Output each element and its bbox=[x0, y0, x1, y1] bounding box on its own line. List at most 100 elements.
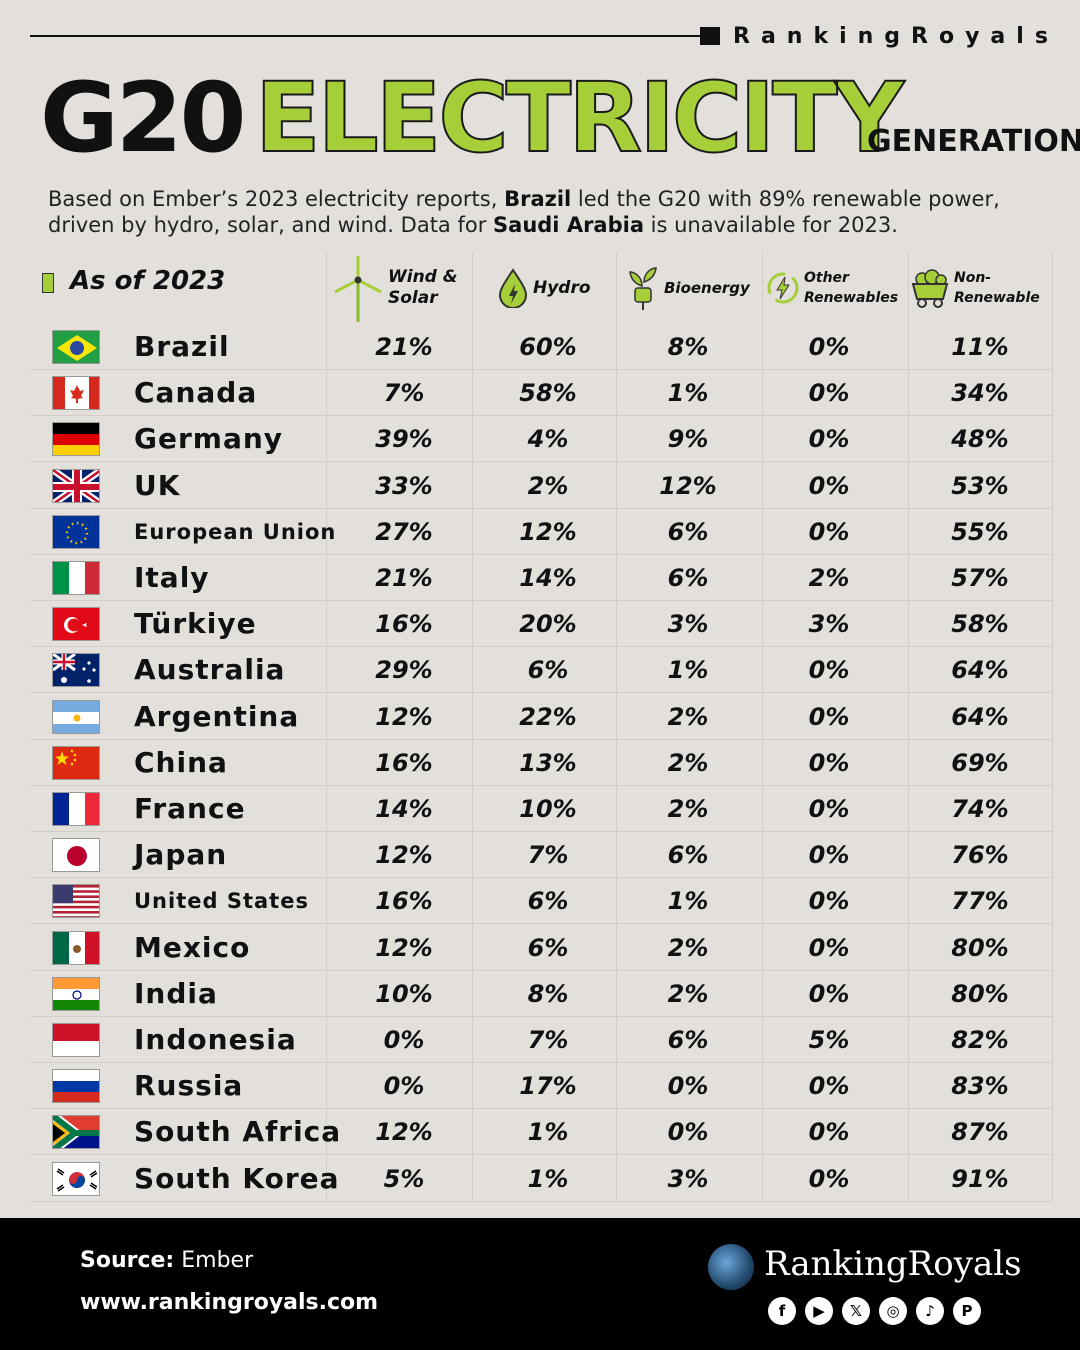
value-cell: 6% bbox=[667, 1026, 709, 1054]
flag-india-icon bbox=[52, 976, 100, 1011]
table-row bbox=[30, 555, 1052, 601]
flag-uk-icon bbox=[52, 468, 100, 503]
value-cell: 2% bbox=[527, 471, 569, 500]
value-cell: 29% bbox=[375, 656, 433, 685]
value-cell: 10% bbox=[519, 795, 577, 823]
value-cell: 1% bbox=[667, 379, 709, 408]
value-cell: 0% bbox=[808, 425, 850, 454]
value-cell: 16% bbox=[375, 610, 433, 639]
table-row bbox=[30, 416, 1052, 463]
column-divider bbox=[762, 252, 763, 1200]
country-name: South Korea bbox=[134, 1161, 340, 1195]
value-cell: 6% bbox=[667, 841, 709, 870]
title-generation: GENERATION bbox=[867, 124, 1080, 159]
value-cell: 7% bbox=[527, 1026, 569, 1054]
value-cell: 12% bbox=[375, 933, 433, 962]
value-cell: 6% bbox=[527, 887, 569, 916]
value-cell: 91% bbox=[951, 1164, 1009, 1193]
col-other-label-1: Other bbox=[804, 270, 849, 286]
value-cell: 3% bbox=[808, 610, 850, 639]
as-of-label: As of 2023 bbox=[70, 266, 226, 296]
value-cell: 60% bbox=[519, 333, 577, 361]
x-icon[interactable]: 𝕏 bbox=[842, 1297, 870, 1325]
country-name: South Africa bbox=[134, 1115, 342, 1149]
value-cell: 2% bbox=[667, 748, 709, 777]
value-cell: 1% bbox=[527, 1164, 569, 1193]
table-row bbox=[30, 1063, 1052, 1110]
col-wind-solar: Wind & Solar bbox=[332, 252, 472, 324]
as-of-marker bbox=[42, 273, 54, 293]
country-name: Australia bbox=[134, 653, 286, 687]
value-cell: 0% bbox=[808, 795, 850, 823]
table-row bbox=[30, 1017, 1052, 1063]
flag-argentina-icon bbox=[52, 699, 100, 734]
value-cell: 0% bbox=[808, 887, 850, 916]
country-name: France bbox=[134, 792, 246, 825]
value-cell: 58% bbox=[951, 610, 1009, 639]
value-cell: 0% bbox=[808, 933, 850, 962]
value-cell: 2% bbox=[667, 795, 709, 823]
value-cell: 0% bbox=[808, 333, 850, 361]
value-cell: 13% bbox=[519, 748, 577, 777]
table-row bbox=[30, 324, 1052, 370]
value-cell: 8% bbox=[667, 333, 709, 361]
value-cell: 83% bbox=[951, 1072, 1009, 1101]
flag-mexico-icon bbox=[52, 930, 100, 965]
value-cell: 57% bbox=[951, 564, 1009, 592]
pinterest-icon[interactable]: P bbox=[953, 1297, 981, 1325]
value-cell: 0% bbox=[808, 841, 850, 870]
value-cell: 5% bbox=[383, 1164, 425, 1193]
column-divider bbox=[472, 252, 473, 1200]
flag-italy-icon bbox=[52, 561, 100, 595]
facebook-icon[interactable]: f bbox=[768, 1297, 796, 1325]
title-electricity: ELECTRICITY bbox=[254, 61, 905, 175]
youtube-icon[interactable]: ▶ bbox=[805, 1297, 833, 1325]
value-cell: 9% bbox=[667, 425, 709, 454]
flag-france-icon bbox=[52, 792, 100, 826]
table-row bbox=[30, 786, 1052, 832]
value-cell: 34% bbox=[951, 379, 1009, 408]
website-url[interactable]: www.rankingroyals.com bbox=[80, 1290, 379, 1315]
value-cell: 6% bbox=[527, 656, 569, 685]
table-row bbox=[30, 878, 1052, 925]
country-name: Brazil bbox=[134, 330, 230, 363]
column-divider bbox=[908, 252, 909, 1200]
table-row bbox=[30, 647, 1052, 694]
column-divider bbox=[1052, 252, 1053, 1200]
value-cell: 80% bbox=[951, 933, 1009, 962]
coal-cart-icon bbox=[911, 269, 949, 308]
country-name: Argentina bbox=[134, 699, 300, 733]
value-cell: 39% bbox=[375, 425, 433, 454]
value-cell: 12% bbox=[659, 471, 717, 500]
value-cell: 20% bbox=[519, 610, 577, 639]
instagram-icon[interactable]: ◎ bbox=[879, 1297, 907, 1325]
value-cell: 6% bbox=[667, 564, 709, 592]
table-row bbox=[30, 463, 1052, 509]
col-bioenergy-label: Bioenergy bbox=[664, 278, 750, 297]
table-row bbox=[30, 694, 1052, 740]
value-cell: 58% bbox=[519, 379, 577, 408]
country-name: Mexico bbox=[134, 930, 251, 964]
value-cell: 16% bbox=[375, 748, 433, 777]
country-name: India bbox=[134, 976, 218, 1010]
value-cell: 6% bbox=[527, 933, 569, 962]
value-cell: 2% bbox=[667, 979, 709, 1008]
country-name: Indonesia bbox=[134, 1023, 297, 1056]
value-cell: 4% bbox=[527, 425, 569, 454]
tiktok-icon[interactable]: ♪ bbox=[916, 1297, 944, 1325]
country-name: Russia bbox=[134, 1069, 244, 1103]
column-divider bbox=[616, 252, 617, 1200]
country-name: Japan bbox=[134, 838, 228, 872]
value-cell: 0% bbox=[808, 471, 850, 500]
water-drop-icon bbox=[498, 268, 528, 308]
value-cell: 64% bbox=[951, 656, 1009, 685]
col-hydro: Hydro bbox=[497, 252, 617, 324]
value-cell: 10% bbox=[375, 979, 433, 1008]
value-cell: 2% bbox=[667, 933, 709, 962]
table-row bbox=[30, 1109, 1052, 1156]
value-cell: 3% bbox=[667, 610, 709, 639]
intro-text: Based on Ember’s 2023 electricity report… bbox=[48, 187, 1000, 237]
plant-plug-icon bbox=[629, 267, 657, 310]
value-cell: 12% bbox=[375, 1118, 433, 1147]
value-cell: 0% bbox=[383, 1026, 425, 1054]
